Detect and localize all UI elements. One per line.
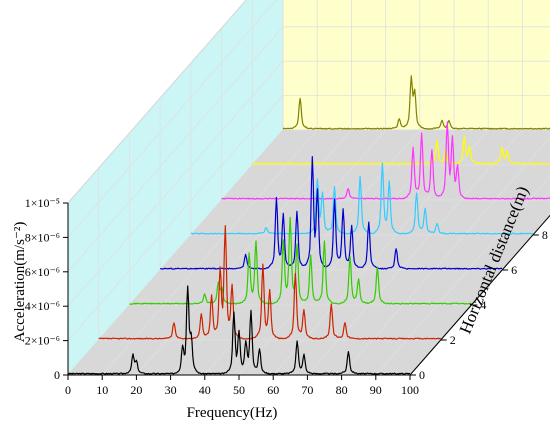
z-tick-label: 0 xyxy=(419,368,425,382)
x-tick-label: 100 xyxy=(401,383,419,397)
y-tick-label: 6×10⁻⁶ xyxy=(25,265,60,279)
grid-line-z xyxy=(159,98,503,271)
series-line-16 xyxy=(221,121,550,200)
x-tick-label: 70 xyxy=(301,383,313,397)
y-tick-label: 8×10⁻⁶ xyxy=(25,230,60,244)
z-tick-label: 6 xyxy=(511,263,517,277)
x-tick-label: 60 xyxy=(267,383,279,397)
chart-grid xyxy=(67,0,550,376)
series-line-8 xyxy=(190,162,534,235)
grid-line-z xyxy=(251,0,550,166)
series-line-2 xyxy=(98,225,441,340)
chart-series-group xyxy=(67,75,550,375)
y-axis-title: Acceleration(m/s⁻²) xyxy=(12,222,28,343)
x-tick-label: 50 xyxy=(233,383,245,397)
x-tick-label: 90 xyxy=(370,383,382,397)
series-line-0 xyxy=(67,285,411,375)
z-axis-line xyxy=(409,214,550,376)
grid-line-z xyxy=(98,168,441,341)
y-tick-label: 1×10⁻⁵ xyxy=(25,196,60,210)
x-tick-label: 80 xyxy=(336,383,348,397)
grid-line-x xyxy=(375,175,550,376)
grid-line-y xyxy=(67,0,277,238)
z-tick-label: 2 xyxy=(450,333,456,347)
y-tick-label: 2×10⁻⁶ xyxy=(25,334,60,348)
series-line-32 xyxy=(282,75,550,130)
grid-line-z xyxy=(128,133,472,306)
grid-line-z xyxy=(282,0,550,131)
y-tick-label: 0 xyxy=(54,368,60,382)
x-tick-label: 40 xyxy=(199,383,211,397)
grid-line-z xyxy=(221,28,550,201)
z-tick-label: 4 xyxy=(480,298,486,312)
x-tick-label: 10 xyxy=(96,383,108,397)
x-tick-label: 0 xyxy=(65,383,71,397)
grid-line-x xyxy=(341,136,550,376)
grid-line-y xyxy=(67,0,247,204)
x-tick-label: 30 xyxy=(165,383,177,397)
series-line-6 xyxy=(160,156,503,270)
y-tick-label: 4×10⁻⁶ xyxy=(25,299,60,313)
x-axis-title: Frequency(Hz) xyxy=(187,405,278,421)
z-tick-label: 8 xyxy=(542,228,548,242)
grid-line-z xyxy=(190,63,533,236)
x-tick-label: 20 xyxy=(130,383,142,397)
chart-axes: 0 10 20 30 40 50 60 70 80 90 10002×10⁻⁶4×10⁻⁶6×10⁻… xyxy=(25,196,550,397)
